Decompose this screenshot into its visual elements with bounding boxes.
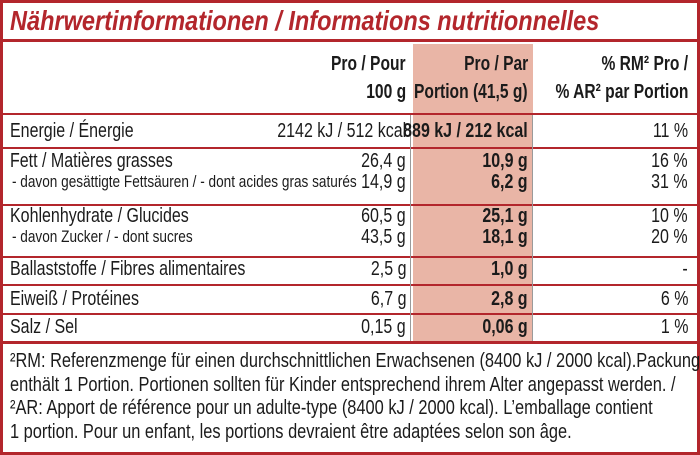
rule [0, 284, 700, 286]
value: 10,9 g [482, 150, 528, 172]
column-divider [410, 115, 411, 341]
value: 2,5 g [370, 258, 406, 280]
value: 2,8 g [491, 288, 528, 310]
value: 1 % [660, 316, 688, 338]
value: 25,1 g [482, 205, 528, 227]
rule [0, 256, 700, 258]
rule [0, 341, 700, 344]
value: 26,4 g [361, 150, 406, 172]
value: - [682, 258, 688, 280]
rule [0, 147, 700, 149]
value: 10 % [651, 205, 688, 227]
column-header: Pro / Par [463, 53, 528, 75]
value: 16 % [651, 150, 688, 172]
value: 889 kJ / 212 kcal [403, 120, 528, 142]
value: 0,15 g [361, 316, 406, 338]
column-header: 100 g [366, 81, 406, 103]
portion-column-bg [413, 44, 533, 342]
value: 6 % [660, 288, 688, 310]
nutrient-label: Salz / Sel [10, 316, 78, 338]
rule [0, 204, 700, 206]
column-header: Pro / Pour [331, 53, 406, 75]
column-divider [532, 115, 533, 341]
value: 6,2 g [491, 171, 528, 193]
value: 11 % [652, 120, 688, 142]
value: 20 % [651, 226, 688, 248]
value: 14,9 g [361, 171, 406, 193]
footnote: 1 portion. Pour un enfant, les portions … [10, 420, 572, 443]
rule [0, 39, 700, 42]
nutrient-label: Energie / Énergie [10, 120, 134, 142]
column-header: % RM² Pro / [601, 53, 688, 75]
column-header: % AR² par Portion [555, 81, 688, 103]
nutrient-label: Kohlenhydrate / Glucides [10, 205, 189, 227]
value: 31 % [651, 171, 688, 193]
sub-nutrient-label: - davon Zucker / - dont sucres [12, 226, 193, 246]
footnote: ²RM: Referenzmenge für einen durchschnit… [10, 350, 700, 372]
rule [0, 313, 700, 315]
sub-nutrient-label: - davon gesättigte Fettsäuren / - dont a… [12, 171, 357, 191]
value: 2142 kJ / 512 kcal [277, 120, 406, 142]
value: 43,5 g [361, 226, 406, 248]
value: 1,0 g [491, 258, 528, 280]
nutrient-label: Fett / Matières grasses [10, 150, 173, 172]
value: 0,06 g [482, 316, 528, 338]
value: 60,5 g [361, 205, 406, 227]
footnote: ²AR: Apport de référence pour un adulte-… [10, 397, 653, 419]
nutrient-label: Eiweiß / Protéines [10, 288, 139, 310]
footnote: enthält 1 Portion. Portionen sollten für… [10, 373, 676, 396]
title: Nährwertinformationen / Informations nut… [10, 5, 600, 37]
nutrient-label: Ballaststoffe / Fibres alimentaires [10, 258, 246, 280]
column-header: Portion (41,5 g) [414, 81, 528, 103]
value: 18,1 g [482, 226, 528, 248]
value: 6,7 g [370, 288, 406, 310]
rule [0, 113, 700, 115]
